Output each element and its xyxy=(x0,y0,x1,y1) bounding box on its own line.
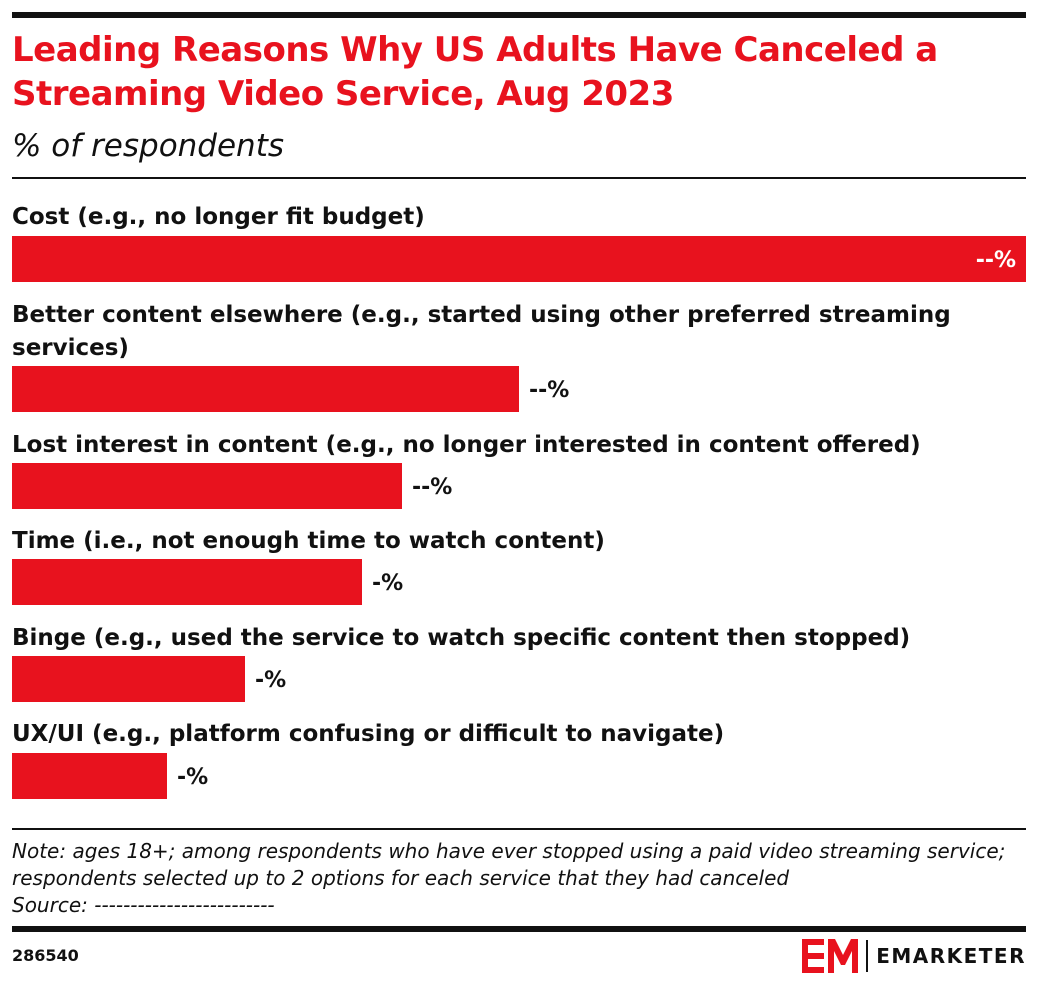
chart-subtitle: % of respondents xyxy=(12,128,285,164)
bar xyxy=(12,753,167,799)
bar xyxy=(12,463,402,509)
note-text: Note: ages 18+; among respondents who ha… xyxy=(12,839,1006,890)
category-label: Lost interest in content (e.g., no longe… xyxy=(12,432,921,458)
logo-wordmark: EMARKETER xyxy=(876,944,1026,968)
category-label: Time (i.e., not enough time to watch con… xyxy=(12,528,605,554)
data-label: -% xyxy=(255,668,286,693)
data-label: -% xyxy=(177,765,208,790)
top-rule xyxy=(12,12,1026,18)
data-label: --% xyxy=(529,378,569,403)
chart-id: 286540 xyxy=(12,946,79,965)
category-label: Binge (e.g., used the service to watch s… xyxy=(12,625,910,651)
category-label: Cost (e.g., no longer fit budget) xyxy=(12,204,425,230)
bar xyxy=(12,559,362,605)
logo-divider xyxy=(866,940,869,972)
chart-title: Leading Reasons Why US Adults Have Cance… xyxy=(12,30,938,114)
data-label: --% xyxy=(412,475,452,500)
data-label: --% xyxy=(976,248,1016,273)
bottom-rule xyxy=(12,926,1026,932)
emarketer-logo[interactable]: EMARKETER xyxy=(802,938,1026,974)
bar xyxy=(12,656,245,702)
bar xyxy=(12,366,519,412)
subtitle-rule xyxy=(12,177,1026,179)
em-logo-icon xyxy=(802,939,859,973)
source-text: Source: ------------------------- xyxy=(12,893,275,917)
chart-note: Note: ages 18+; among respondents who ha… xyxy=(12,838,1012,919)
bar xyxy=(12,236,1026,282)
note-rule xyxy=(12,828,1026,830)
category-label: services) xyxy=(12,335,129,361)
category-label: Better content elsewhere (e.g., started … xyxy=(12,302,951,328)
category-label: UX/UI (e.g., platform confusing or diffi… xyxy=(12,721,724,747)
data-label: -% xyxy=(372,571,403,596)
